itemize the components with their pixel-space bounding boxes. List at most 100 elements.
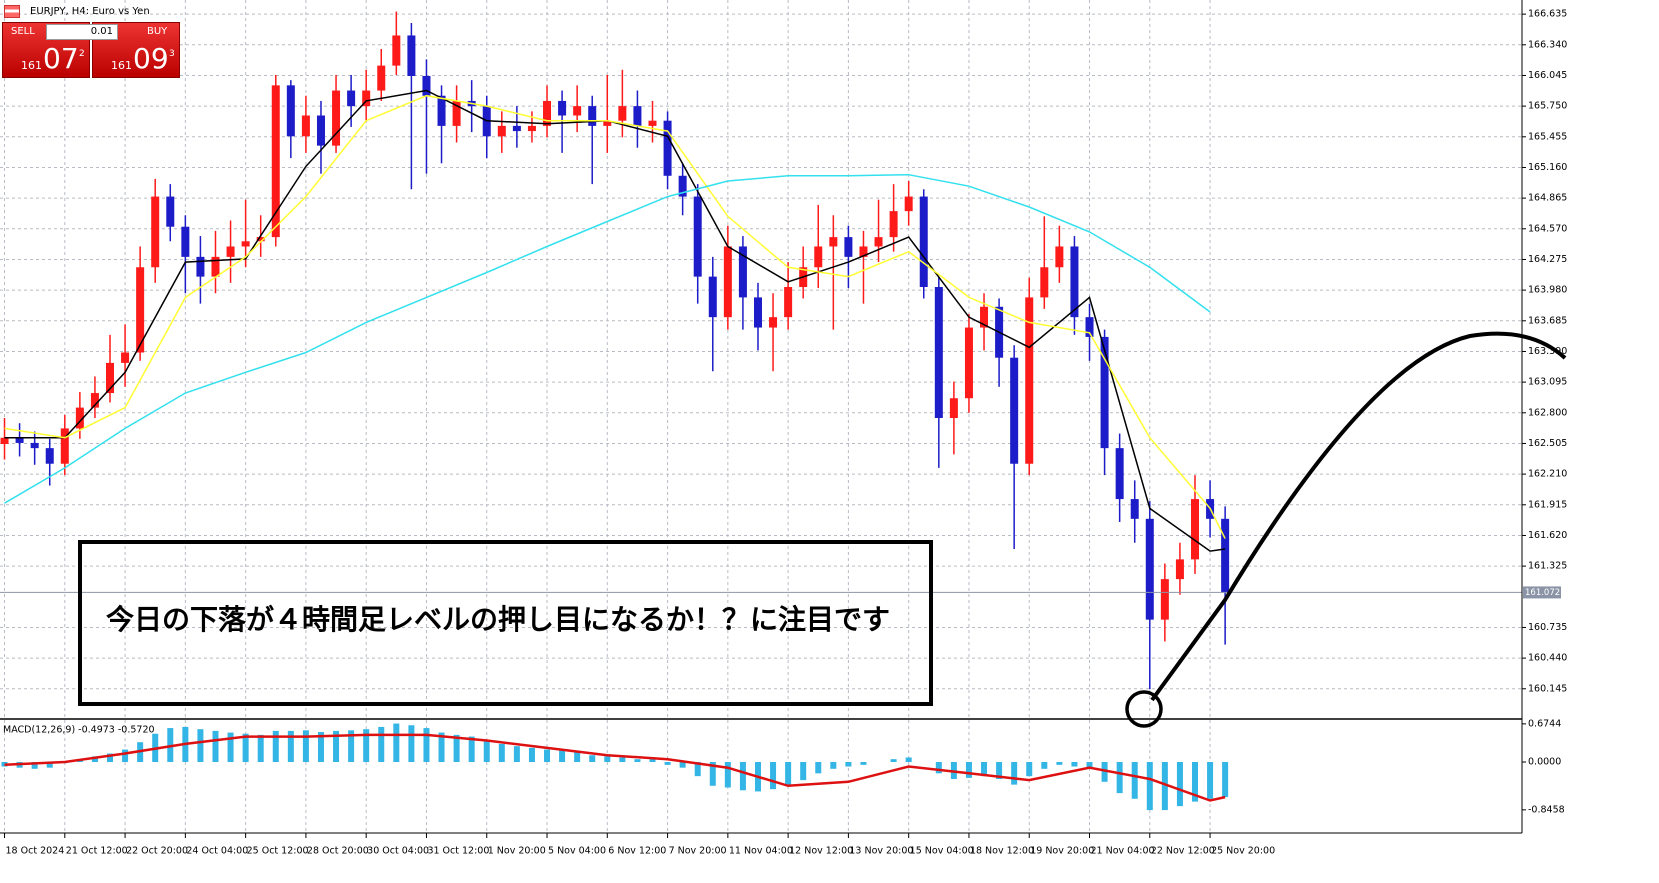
grid xyxy=(0,0,1522,833)
candle-body xyxy=(362,90,371,107)
candle-body xyxy=(437,95,446,126)
histogram-bar xyxy=(333,730,340,763)
histogram-bar xyxy=(800,762,807,781)
sell-price-pips: 07 xyxy=(43,42,79,75)
candle-body xyxy=(769,317,778,328)
drawn-circle xyxy=(1125,690,1163,728)
candle-body xyxy=(693,196,702,277)
candle-body xyxy=(512,125,521,132)
candle-body xyxy=(1025,297,1034,464)
histogram-bar xyxy=(935,762,942,774)
candle-body xyxy=(1190,499,1199,560)
candle-body xyxy=(708,276,717,318)
candle-body xyxy=(151,196,160,268)
histogram-bar xyxy=(107,753,114,763)
y-tick-label: 0.0000 xyxy=(1528,757,1561,768)
candle-body xyxy=(271,85,280,238)
y-tick-label: 163.095 xyxy=(1528,377,1567,388)
candle-body xyxy=(1160,579,1169,620)
candle-body xyxy=(1100,336,1109,449)
x-tick-label: 22 Oct 20:00 xyxy=(126,846,188,857)
histogram-bar xyxy=(604,756,611,763)
x-tick-label: 7 Nov 20:00 xyxy=(669,846,727,857)
buy-price-big: 161 xyxy=(111,59,132,72)
candle-body xyxy=(286,85,295,137)
histogram-bar xyxy=(679,762,686,768)
histogram-bar xyxy=(1207,762,1214,799)
y-tick-label: 160.735 xyxy=(1528,622,1567,633)
candle-body xyxy=(256,237,265,242)
histogram-bar xyxy=(408,725,415,763)
lot-input[interactable]: 0.01 xyxy=(46,24,118,40)
annotation-box: 今日の下落が４時間足レベルの押し目になるか！？に注目です xyxy=(78,540,933,706)
last-price-box xyxy=(1523,586,1561,599)
histogram-bar xyxy=(423,728,430,763)
y-tick-label: 163.980 xyxy=(1528,285,1567,296)
x-tick-label: 21 Oct 12:00 xyxy=(66,846,128,857)
candle-body xyxy=(784,287,793,318)
candle-body xyxy=(1010,357,1019,464)
histogram-bar xyxy=(996,762,1003,779)
histogram-bar xyxy=(890,759,897,763)
histogram-bar xyxy=(513,746,520,763)
x-tick-label: 30 Oct 04:00 xyxy=(367,846,429,857)
x-tick-label: 12 Nov 12:00 xyxy=(789,846,853,857)
drawn-forecast-curve xyxy=(1150,331,1567,702)
candle-body xyxy=(1055,246,1064,268)
histogram-bar xyxy=(981,762,988,777)
icon xyxy=(4,4,20,18)
candle-body xyxy=(753,297,762,328)
histogram-bar xyxy=(348,730,355,763)
histogram-bar xyxy=(1071,762,1078,767)
sell-price-frac: 2 xyxy=(79,49,85,59)
candle-body xyxy=(241,241,250,247)
histogram-bar xyxy=(393,723,400,763)
candle-body xyxy=(844,237,853,257)
candle-body xyxy=(30,442,39,449)
histogram-bar xyxy=(1161,762,1168,811)
histogram-bar xyxy=(317,732,324,763)
candle-body xyxy=(407,35,416,76)
y-tick-label: 166.045 xyxy=(1528,70,1567,81)
candle-body xyxy=(181,226,190,257)
y-tick-label: 162.800 xyxy=(1528,407,1567,418)
histogram-bar xyxy=(302,730,309,763)
histogram-bar xyxy=(574,751,581,763)
candle-body xyxy=(316,115,325,146)
y-tick-label: 160.145 xyxy=(1528,683,1567,694)
histogram-bar xyxy=(528,747,535,763)
candle-body xyxy=(332,90,341,146)
marks xyxy=(0,11,1230,811)
candle-body xyxy=(497,125,506,137)
histogram-bar xyxy=(649,759,656,763)
x-tick-label: 21 Nov 04:00 xyxy=(1091,846,1155,857)
histogram-bar xyxy=(1116,762,1123,794)
candle-body xyxy=(633,106,642,126)
y-tick-label: 161.325 xyxy=(1528,561,1567,572)
candle-body xyxy=(136,267,145,353)
histogram-bar xyxy=(1146,762,1153,811)
indicator-line xyxy=(4,173,1211,504)
y-tick-label: 164.275 xyxy=(1528,254,1567,265)
x-tick-label: 25 Nov 20:00 xyxy=(1211,846,1275,857)
candle-body xyxy=(678,175,687,197)
sell-price-big: 161 xyxy=(21,59,42,72)
candle-body xyxy=(723,246,732,318)
y-tick-label: 0.6744 xyxy=(1528,718,1561,729)
y-tick-label: 161.915 xyxy=(1528,499,1567,510)
histogram-bar xyxy=(453,734,460,763)
histogram-bar xyxy=(287,730,294,763)
candle-body xyxy=(0,437,9,444)
histogram-bar xyxy=(91,756,98,763)
histogram-bar xyxy=(905,757,912,763)
chart-title: EURJPY, H4: Euro vs Yen xyxy=(30,5,150,17)
histogram-bar xyxy=(724,762,731,788)
histogram-bar xyxy=(589,755,596,763)
y-tick-label: 165.455 xyxy=(1528,131,1567,142)
y-tick-label: 163.390 xyxy=(1528,346,1567,357)
x-tick-label: 24 Oct 04:00 xyxy=(186,846,248,857)
histogram-bar xyxy=(1011,762,1018,785)
x-tick-label: 11 Nov 04:00 xyxy=(729,846,793,857)
